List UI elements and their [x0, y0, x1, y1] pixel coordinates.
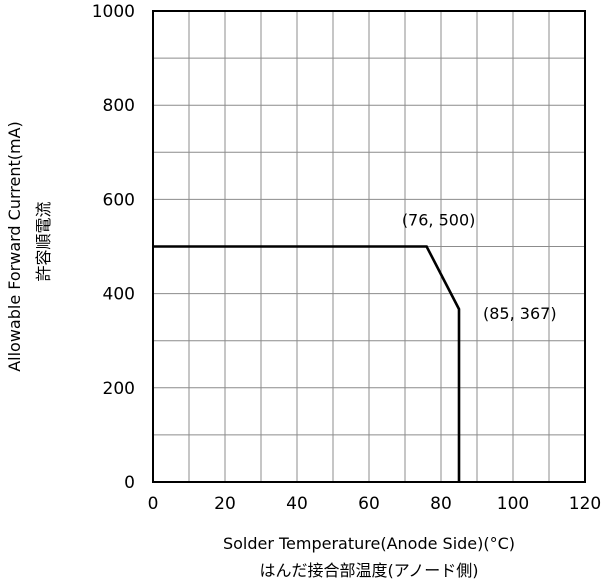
y-axis-title: Allowable Forward Current(mA) — [5, 121, 24, 372]
x-tick-label: 20 — [214, 494, 236, 514]
y-axis-title-japanese: 許容順電流 — [34, 201, 53, 281]
grid-lines — [153, 11, 585, 482]
y-tick-labels: 0 200 400 600 800 1000 — [92, 2, 135, 493]
x-tick-label: 60 — [358, 494, 380, 514]
x-tick-label: 100 — [497, 494, 529, 514]
x-tick-label: 120 — [569, 494, 601, 514]
derating-curve — [153, 245, 461, 482]
y-tick-label: 600 — [103, 190, 135, 210]
x-tick-label: 80 — [430, 494, 452, 514]
y-tick-label: 0 — [124, 473, 135, 493]
point-annotation: (85, 367) — [483, 304, 557, 323]
y-tick-label: 1000 — [92, 2, 135, 22]
y-tick-label: 800 — [103, 96, 135, 116]
point-annotation: (76, 500) — [402, 211, 476, 230]
x-tick-label: 0 — [148, 494, 159, 514]
x-tick-label: 40 — [286, 494, 308, 514]
y-tick-label: 200 — [103, 379, 135, 399]
x-axis-title-japanese: はんだ接合部温度(アノード側) — [259, 561, 478, 580]
y-tick-label: 400 — [103, 285, 135, 305]
x-axis-title: Solder Temperature(Anode Side)(°C) — [223, 534, 515, 553]
point-annotations: (76, 500) (85, 367) — [402, 211, 557, 324]
x-tick-labels: 0 20 40 60 80 100 120 — [148, 494, 601, 514]
